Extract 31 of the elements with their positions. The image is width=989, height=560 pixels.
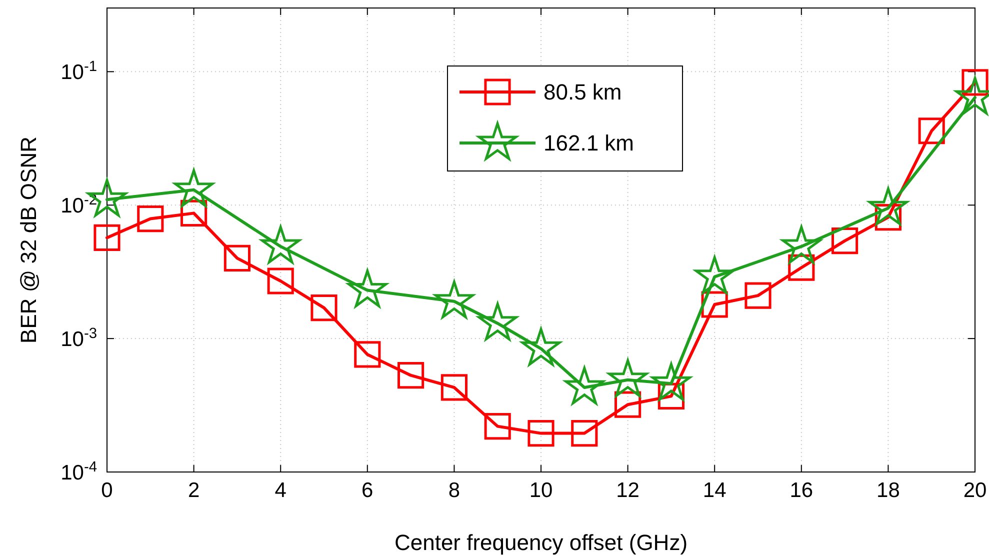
y-axis-title: BER @ 32 dB OSNR xyxy=(16,136,41,344)
point xyxy=(310,294,338,322)
x-tick-label: 10 xyxy=(529,479,553,502)
x-tick-label: 16 xyxy=(790,479,814,502)
legend-label: 162.1 km xyxy=(544,130,634,156)
y-tick-label: 10$^{-1}$ xyxy=(60,59,97,84)
point xyxy=(484,413,511,440)
point xyxy=(571,420,598,447)
x-axis-title: Center frequency offset (GHz) xyxy=(394,530,688,555)
x-tick-label: 18 xyxy=(876,479,900,502)
x-tick-label: 0 xyxy=(101,479,113,502)
legend-label: 80.5 km xyxy=(544,80,622,105)
x-tick-label: 4 xyxy=(274,479,287,502)
x-tick-label: 8 xyxy=(448,479,460,502)
x-tick-label: 6 xyxy=(362,479,374,502)
point xyxy=(354,341,381,368)
point xyxy=(528,420,554,447)
x-tick-label: 20 xyxy=(963,479,987,502)
point xyxy=(440,374,468,401)
x-tick-label: 12 xyxy=(616,479,640,502)
x-tick-label: 14 xyxy=(702,479,727,502)
point xyxy=(137,205,164,232)
point xyxy=(94,224,120,251)
point xyxy=(224,244,250,272)
point xyxy=(918,118,945,144)
y-tick-label: 10$^{-4}$ xyxy=(60,459,97,484)
x-tick-label: 2 xyxy=(188,479,200,502)
point xyxy=(744,282,772,309)
y-tick-label: 10$^{-3}$ xyxy=(60,326,97,351)
point xyxy=(398,362,424,389)
point xyxy=(267,268,294,294)
